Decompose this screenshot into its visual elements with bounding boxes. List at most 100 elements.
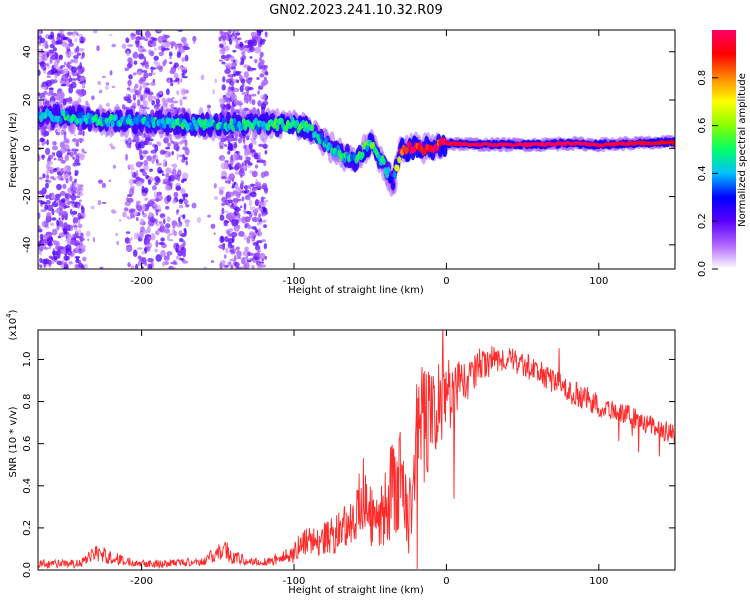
noise-speck bbox=[155, 177, 161, 184]
noise-speck bbox=[184, 54, 189, 62]
noise-speck bbox=[241, 50, 246, 56]
noise-speck bbox=[264, 31, 268, 37]
noise-speck bbox=[52, 47, 57, 52]
noise-speck bbox=[129, 88, 135, 93]
noise-speck bbox=[255, 260, 261, 266]
noise-speck bbox=[175, 185, 182, 191]
noise-speck bbox=[249, 206, 256, 211]
noise-speck bbox=[75, 154, 80, 161]
noise-speck bbox=[221, 61, 226, 65]
noise-speck bbox=[46, 139, 49, 146]
noise-speck bbox=[133, 210, 138, 216]
noise-speck bbox=[38, 228, 43, 233]
noise-speck bbox=[155, 230, 160, 236]
noise-speck bbox=[130, 265, 135, 269]
noise-speck bbox=[248, 46, 255, 53]
noise-speck bbox=[42, 173, 46, 179]
noise-speck bbox=[111, 43, 117, 48]
noise-speck bbox=[264, 188, 268, 195]
noise-speck bbox=[158, 51, 164, 57]
noise-speck bbox=[144, 38, 148, 42]
ridge-cell bbox=[273, 117, 278, 125]
noise-speck bbox=[219, 43, 224, 49]
colorbar-tick-label: 0.4 bbox=[697, 165, 708, 181]
noise-speck bbox=[235, 246, 240, 251]
noise-speck bbox=[69, 152, 74, 158]
noise-speck bbox=[251, 264, 255, 269]
noise-speck bbox=[75, 45, 80, 53]
colorbar-tick-label: 0.0 bbox=[697, 261, 708, 277]
noise-speck bbox=[125, 215, 130, 219]
noise-speck bbox=[163, 255, 167, 261]
noise-speck bbox=[223, 254, 227, 259]
noise-speck bbox=[228, 191, 234, 197]
noise-speck bbox=[144, 261, 148, 267]
noise-speck bbox=[41, 238, 48, 247]
noise-speck bbox=[219, 30, 223, 35]
noise-speck bbox=[207, 104, 212, 109]
noise-speck bbox=[55, 131, 61, 136]
noise-speck bbox=[170, 140, 175, 144]
noise-speck bbox=[50, 31, 54, 38]
noise-speck bbox=[235, 71, 242, 74]
x-tick-label: -100 bbox=[283, 576, 306, 587]
noise-speck bbox=[136, 204, 143, 212]
noise-speck bbox=[210, 223, 216, 229]
noise-speck bbox=[77, 97, 82, 104]
noise-speck bbox=[77, 212, 82, 220]
noise-speck bbox=[229, 258, 237, 262]
noise-speck bbox=[126, 62, 132, 69]
noise-speck bbox=[141, 210, 144, 215]
noise-speck bbox=[97, 179, 103, 184]
noise-speck bbox=[258, 160, 266, 163]
noise-speck bbox=[247, 251, 251, 257]
noise-speck bbox=[158, 194, 164, 201]
chart-title: GN02.2023.241.10.32.R09 bbox=[269, 3, 443, 18]
noise-speck bbox=[91, 95, 95, 101]
noise-speck bbox=[69, 208, 73, 215]
noise-speck bbox=[245, 78, 253, 84]
noise-speck bbox=[70, 235, 75, 239]
noise-speck bbox=[213, 183, 217, 189]
ridge-cell bbox=[162, 121, 167, 129]
ridge-cell bbox=[145, 114, 150, 122]
noise-speck bbox=[169, 56, 172, 60]
noise-speck bbox=[223, 210, 229, 213]
noise-speck bbox=[60, 83, 67, 87]
noise-speck bbox=[151, 100, 156, 106]
ridge-cell bbox=[334, 150, 339, 158]
noise-speck bbox=[155, 240, 159, 248]
ridge-cell bbox=[386, 166, 391, 174]
noise-speck bbox=[113, 211, 117, 214]
noise-speck bbox=[175, 222, 182, 228]
noise-speck bbox=[61, 259, 65, 265]
ridge-cell bbox=[395, 164, 400, 172]
y-tick-label: 20 bbox=[22, 94, 33, 107]
noise-speck bbox=[75, 139, 80, 144]
noise-speck bbox=[161, 42, 167, 48]
noise-speck bbox=[76, 72, 80, 78]
noise-speck bbox=[77, 203, 80, 210]
noise-speck bbox=[227, 163, 232, 167]
noise-speck bbox=[73, 58, 79, 64]
noise-speck bbox=[182, 240, 186, 247]
noise-speck bbox=[45, 63, 49, 67]
ridge-cell bbox=[240, 122, 245, 130]
noise-speck bbox=[142, 102, 146, 108]
noise-speck bbox=[218, 188, 224, 196]
noise-speck bbox=[71, 33, 76, 38]
noise-speck bbox=[82, 256, 87, 262]
noise-speck bbox=[185, 160, 189, 166]
noise-speck bbox=[232, 197, 239, 203]
noise-speck bbox=[235, 150, 239, 154]
ridge-cell bbox=[435, 144, 440, 152]
noise-speck bbox=[230, 75, 234, 81]
noise-speck bbox=[223, 219, 228, 227]
spectrogram-marks bbox=[38, 30, 675, 269]
snr-background bbox=[38, 330, 675, 570]
noise-speck bbox=[144, 106, 150, 110]
noise-speck bbox=[64, 200, 69, 206]
x-tick-label: 0 bbox=[443, 576, 449, 587]
noise-speck bbox=[60, 177, 64, 181]
noise-speck bbox=[128, 74, 133, 80]
